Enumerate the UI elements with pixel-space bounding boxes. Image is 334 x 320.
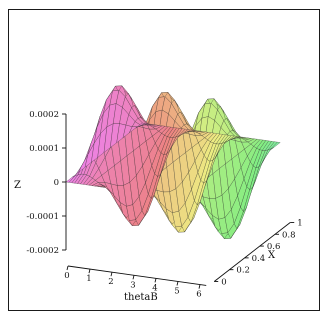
x-axis-label: X (268, 250, 276, 261)
x-axis-line (213, 222, 291, 282)
x-tick-label: 0.2 (236, 266, 250, 276)
theta-axis-line (67, 265, 207, 286)
surface-mesh (65, 85, 281, 239)
theta-tick-label: 2 (108, 277, 113, 287)
theta-tick-mark (176, 281, 179, 286)
z-tick-label: 0 (54, 178, 59, 188)
theta-tick-label: 5 (174, 287, 179, 297)
x-tick-label: 1 (297, 218, 302, 228)
theta-tick-mark (88, 268, 91, 274)
theta-tick-label: 0 (64, 271, 69, 281)
z-tick-label: -0.0002 (26, 246, 59, 256)
z-axis-label: Z (14, 180, 21, 191)
theta-tick-mark (66, 265, 69, 271)
theta-tick-label: 6 (196, 290, 201, 300)
z-tick-label: 0.0002 (29, 110, 59, 120)
x-tick-label: 0.4 (252, 254, 266, 264)
theta-tick-mark (110, 272, 113, 277)
x-tick-label: 0.6 (267, 242, 281, 252)
theta-tick-label: 3 (130, 280, 135, 290)
surface-patch (270, 141, 281, 149)
theta-tick-mark (154, 278, 157, 283)
theta-tick-mark (198, 284, 201, 289)
x-tick-label: 0 (221, 277, 226, 287)
theta-tick-label: 4 (152, 283, 157, 293)
theta-tick-label: 1 (86, 274, 91, 284)
z-tick-label: -0.0001 (26, 212, 59, 222)
x-tick-label: 0.8 (282, 230, 296, 240)
z-tick-label: 0.0001 (29, 144, 59, 154)
theta-tick-mark (132, 275, 135, 280)
theta-axis-label: thetaB (124, 292, 158, 303)
